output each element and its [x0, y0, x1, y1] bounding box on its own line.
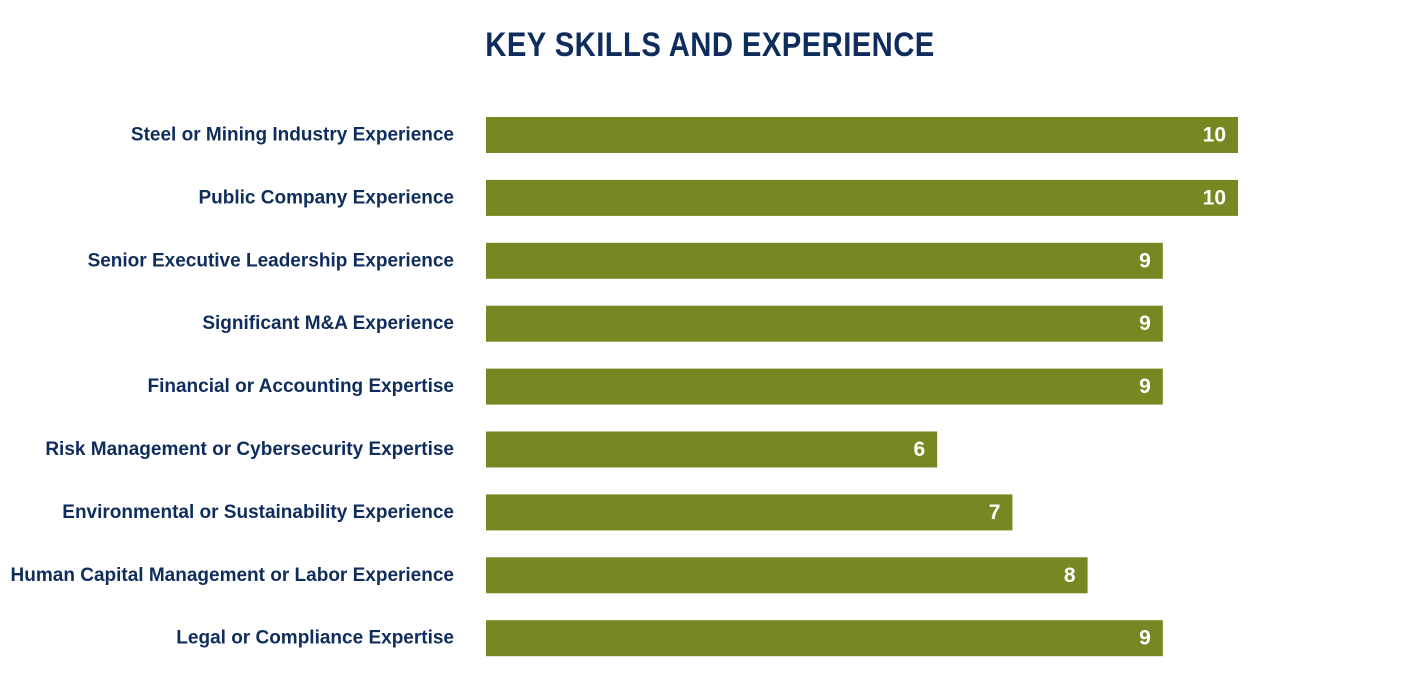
value-label: 9	[1139, 312, 1151, 335]
bar-row: Risk Management or Cybersecurity Experti…	[45, 431, 938, 468]
bar	[486, 117, 1238, 153]
bar	[486, 368, 1163, 405]
value-label: 9	[1139, 627, 1151, 650]
category-label: Environmental or Sustainability Experien…	[62, 502, 454, 523]
bar	[486, 179, 1238, 216]
value-label: 7	[989, 501, 1001, 524]
bar	[486, 494, 1013, 531]
bar	[486, 620, 1163, 657]
bar-row: Environmental or Sustainability Experien…	[62, 494, 1013, 531]
category-label: Financial or Accounting Expertise	[147, 376, 454, 397]
category-label: Public Company Experience	[198, 187, 454, 208]
bar-row: Financial or Accounting Expertise 9	[147, 368, 1163, 405]
bar	[486, 305, 1163, 342]
bar-row: Significant M&A Experience 9	[202, 305, 1163, 342]
category-label: Legal or Compliance Expertise	[176, 628, 454, 649]
value-label: 6	[914, 438, 926, 461]
value-label: 9	[1139, 375, 1151, 398]
bar	[486, 242, 1163, 279]
category-label: Senior Executive Leadership Experience	[88, 250, 454, 271]
value-label: 10	[1203, 124, 1226, 147]
bar	[486, 431, 938, 468]
bar-row: Steel or Mining Industry Experience 10	[131, 117, 1238, 153]
category-label: Risk Management or Cybersecurity Experti…	[45, 439, 454, 460]
value-label: 9	[1139, 249, 1151, 272]
category-label: Human Capital Management or Labor Experi…	[11, 565, 454, 586]
bar-row: Senior Executive Leadership Experience 9	[88, 242, 1163, 279]
bars-group: Steel or Mining Industry Experience 10Pub…	[11, 117, 1238, 657]
category-label: Steel or Mining Industry Experience	[131, 125, 454, 146]
bar-row: Public Company Experience 10	[198, 179, 1238, 216]
value-label: 10	[1203, 186, 1226, 209]
category-label: Significant M&A Experience	[202, 313, 454, 334]
bar-row: Legal or Compliance Expertise 9	[176, 620, 1163, 657]
bar-row: Human Capital Management or Labor Experi…	[11, 557, 1088, 594]
bar	[486, 557, 1088, 594]
value-label: 8	[1064, 564, 1076, 587]
chart-title: KEY SKILLS AND EXPERIENCE	[485, 26, 935, 64]
